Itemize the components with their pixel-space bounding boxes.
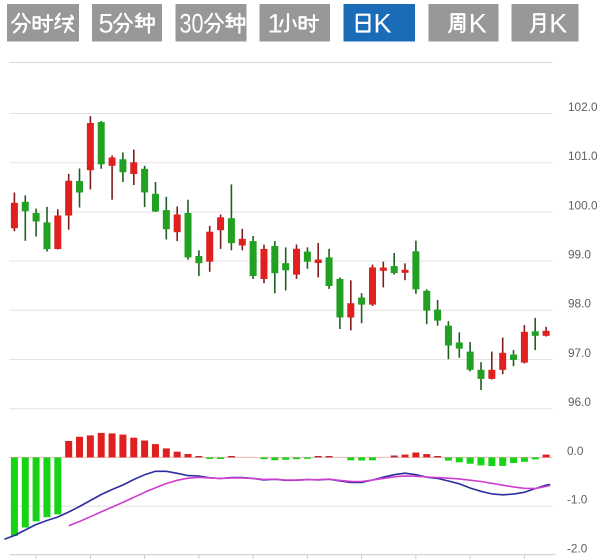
svg-text:1: 1 — [268, 9, 283, 39]
svg-text:-2.0: -2.0 — [567, 542, 588, 556]
svg-text:30: 30 — [180, 9, 204, 39]
svg-text:99.0: 99.0 — [568, 248, 591, 262]
svg-text:0.0: 0.0 — [567, 444, 584, 458]
svg-text:100.0: 100.0 — [568, 198, 598, 212]
svg-text:K: K — [374, 9, 392, 39]
svg-text:5: 5 — [99, 9, 114, 39]
svg-text:K: K — [469, 9, 487, 39]
svg-text:101.0: 101.0 — [568, 149, 598, 163]
svg-text:K: K — [549, 9, 567, 39]
svg-text:-1.0: -1.0 — [567, 493, 588, 507]
svg-text:96.0: 96.0 — [568, 395, 591, 409]
svg-text:97.0: 97.0 — [568, 346, 591, 360]
svg-text:102.0: 102.0 — [568, 100, 598, 114]
svg-text:98.0: 98.0 — [568, 297, 591, 311]
